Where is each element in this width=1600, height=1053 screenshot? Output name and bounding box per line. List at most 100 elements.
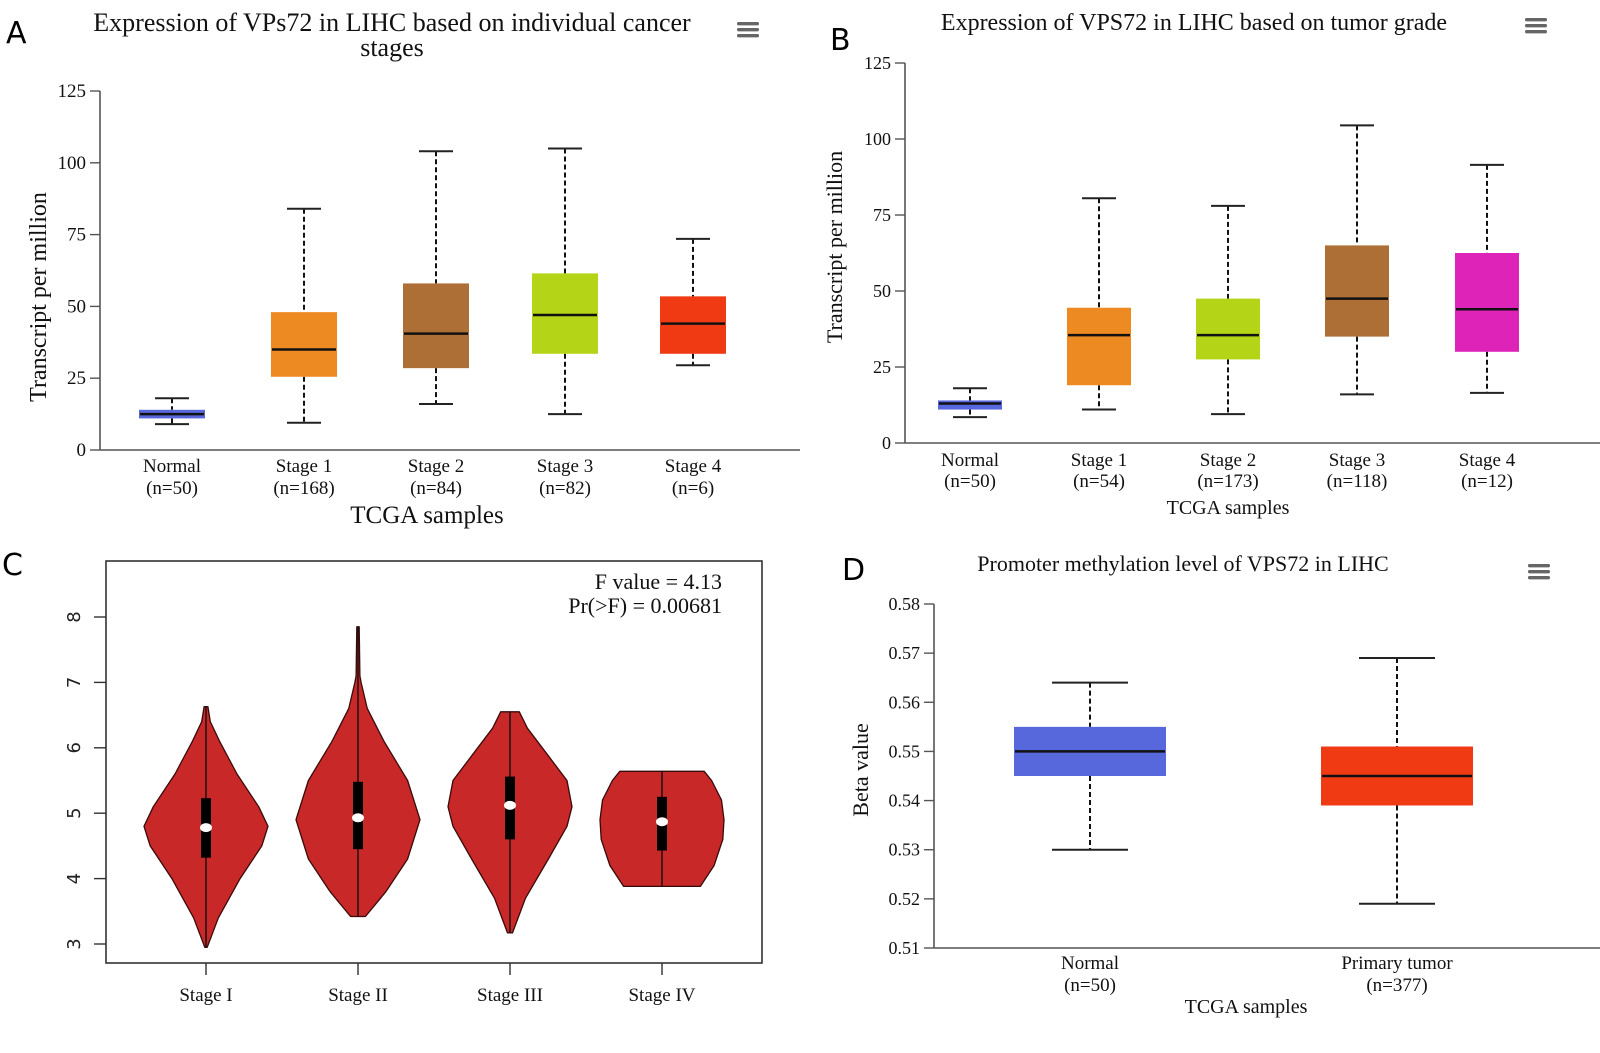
y-tick-label: 0.56 bbox=[889, 692, 921, 712]
y-tick-label: 25 bbox=[67, 368, 86, 389]
y-tick-label: 4 bbox=[64, 873, 85, 884]
panel-label-b: B bbox=[830, 23, 851, 58]
x-tick-count: (n=50) bbox=[1064, 975, 1116, 996]
x-axis-title: TCGA samples bbox=[350, 502, 503, 529]
y-tick-label: 100 bbox=[58, 153, 87, 174]
panel-a-boxplot: Expression of VPs72 in LIHC based on ind… bbox=[26, 8, 800, 529]
hamburger-menu-icon[interactable] bbox=[1525, 18, 1547, 34]
x-tick-label: Stage IV bbox=[628, 985, 695, 1006]
x-tick-count: (n=54) bbox=[1073, 471, 1125, 492]
violin-group bbox=[447, 711, 573, 934]
violin-median-dot bbox=[352, 813, 364, 823]
box-iqr bbox=[271, 312, 337, 377]
y-tick-label: 50 bbox=[873, 281, 891, 301]
box-group bbox=[1196, 204, 1260, 416]
y-tick-label: 0.57 bbox=[889, 643, 921, 663]
y-tick-label: 0 bbox=[882, 433, 891, 453]
chart-title: Promoter methylation level of VPS72 in L… bbox=[977, 551, 1388, 576]
box-group bbox=[139, 397, 205, 426]
x-tick-count: (n=50) bbox=[146, 478, 198, 499]
violin-group bbox=[295, 626, 421, 918]
box-iqr bbox=[938, 400, 1002, 410]
x-tick-count: (n=84) bbox=[410, 478, 462, 499]
x-tick-label: Stage 3 bbox=[1329, 450, 1385, 471]
hamburger-menu-icon[interactable] bbox=[737, 22, 759, 38]
x-tick-label: Stage I bbox=[179, 985, 232, 1006]
y-axis-label: Beta value bbox=[848, 723, 873, 816]
box-group bbox=[532, 147, 598, 416]
plot-frame bbox=[105, 560, 763, 964]
y-tick-label: 0.55 bbox=[889, 741, 921, 761]
x-tick-label: Normal bbox=[143, 456, 201, 477]
y-tick-label: 75 bbox=[873, 205, 891, 225]
y-tick-label: 3 bbox=[64, 938, 85, 949]
x-axis-title: TCGA samples bbox=[1167, 497, 1290, 519]
panel-label-a: A bbox=[6, 16, 27, 51]
y-tick-label: 5 bbox=[64, 807, 85, 818]
y-tick-label: 125 bbox=[864, 53, 891, 73]
box-iqr bbox=[1196, 298, 1260, 360]
box-iqr bbox=[1325, 245, 1389, 337]
panel-label-d: D bbox=[842, 553, 865, 588]
x-axis-title: TCGA samples bbox=[1185, 996, 1308, 1018]
box-group bbox=[1067, 197, 1131, 411]
y-tick-label: 25 bbox=[873, 357, 891, 377]
panel-label-c: C bbox=[2, 548, 23, 583]
violin-median-dot bbox=[200, 823, 212, 833]
y-tick-label: 100 bbox=[864, 129, 891, 149]
menu-icon-bar bbox=[737, 22, 759, 26]
x-tick-count: (n=118) bbox=[1327, 471, 1388, 492]
y-axis-label: Transcript per million bbox=[822, 151, 847, 343]
y-tick-label: 8 bbox=[64, 611, 85, 622]
box-iqr bbox=[403, 283, 469, 369]
menu-icon-bar bbox=[1525, 18, 1547, 22]
box-iqr bbox=[532, 273, 598, 354]
x-tick-label: Stage 4 bbox=[1459, 450, 1516, 471]
menu-icon-bar bbox=[737, 28, 759, 32]
x-tick-label: Stage II bbox=[328, 985, 388, 1006]
menu-icon-bar bbox=[737, 34, 759, 38]
violin-group bbox=[143, 705, 269, 948]
y-tick-label: 0.58 bbox=[889, 594, 921, 614]
box-group bbox=[1325, 124, 1389, 396]
x-tick-label: Normal bbox=[941, 450, 999, 471]
box-group bbox=[403, 150, 469, 406]
anova-annotation: F value = 4.13 bbox=[595, 569, 722, 594]
box-group bbox=[1455, 163, 1519, 394]
box-iqr bbox=[660, 296, 726, 354]
box-iqr bbox=[1455, 253, 1519, 352]
box-group bbox=[660, 237, 726, 367]
x-tick-count: (n=82) bbox=[539, 478, 591, 499]
chart-title: Expression of VPs72 in LIHC based on ind… bbox=[93, 8, 691, 37]
hamburger-menu-icon[interactable] bbox=[1528, 564, 1550, 580]
box-group bbox=[1014, 681, 1166, 851]
box-group bbox=[1321, 657, 1473, 905]
y-tick-label: 7 bbox=[64, 677, 85, 688]
violin-group bbox=[599, 770, 725, 888]
menu-icon-bar bbox=[1525, 24, 1547, 28]
violin-median-dot bbox=[504, 800, 516, 810]
y-axis-label: Transcript per million bbox=[26, 192, 52, 402]
box-group bbox=[271, 207, 337, 424]
violin-median-dot bbox=[656, 817, 668, 827]
x-tick-label: Normal bbox=[1061, 953, 1119, 974]
y-tick-label: 0.51 bbox=[889, 938, 921, 958]
x-tick-label: Stage 3 bbox=[537, 456, 593, 477]
box-group bbox=[938, 387, 1002, 419]
x-tick-count: (n=6) bbox=[672, 478, 714, 499]
chart-title: stages bbox=[360, 33, 424, 62]
x-tick-count: (n=173) bbox=[1197, 471, 1258, 492]
box-iqr bbox=[1067, 307, 1131, 386]
menu-icon-bar bbox=[1528, 576, 1550, 580]
y-tick-label: 50 bbox=[67, 296, 86, 317]
chart-title: Expression of VPS72 in LIHC based on tum… bbox=[941, 10, 1447, 36]
menu-icon-bar bbox=[1525, 30, 1547, 34]
menu-icon-bar bbox=[1528, 564, 1550, 568]
x-tick-label: Stage 2 bbox=[408, 456, 464, 477]
x-tick-count: (n=377) bbox=[1366, 975, 1427, 996]
y-tick-label: 0.54 bbox=[889, 791, 921, 811]
x-tick-label: Stage 1 bbox=[1071, 450, 1127, 471]
y-tick-label: 6 bbox=[64, 742, 85, 753]
